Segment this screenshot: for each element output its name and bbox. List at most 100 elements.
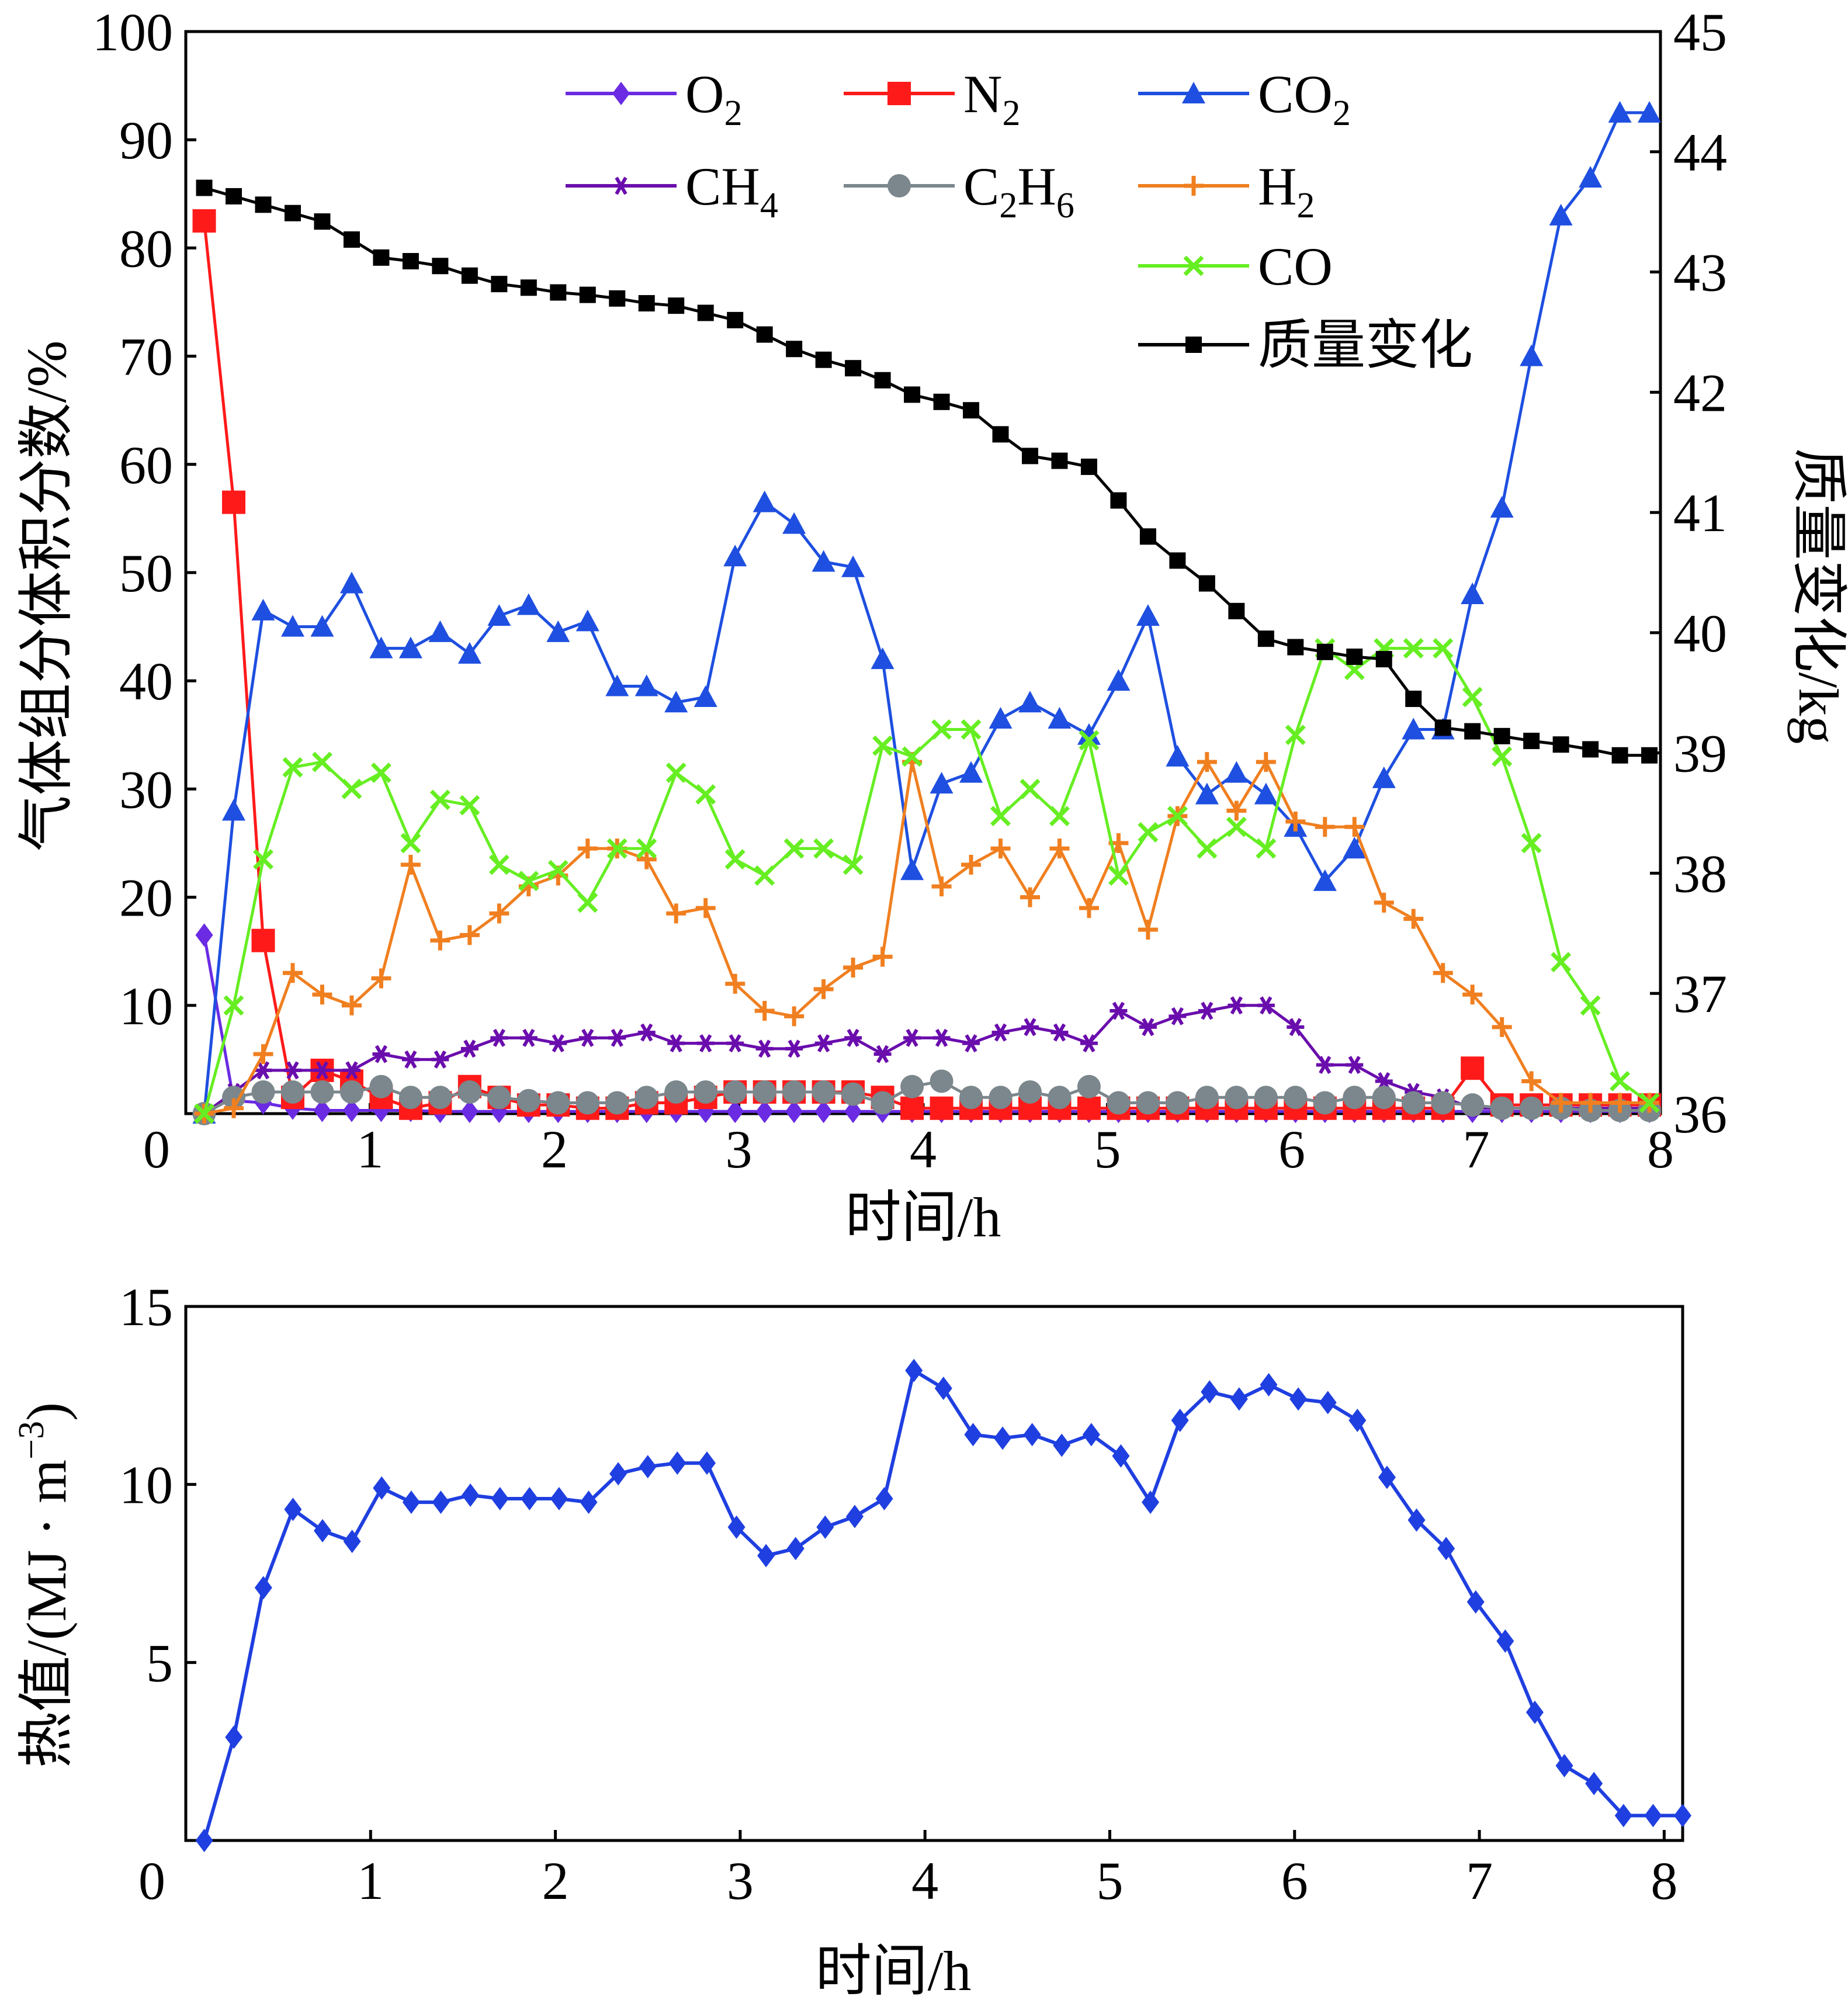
y2-tick-label: 39 — [1673, 724, 1727, 784]
data-point — [222, 490, 246, 514]
data-point — [961, 855, 982, 875]
data-point — [1378, 1465, 1396, 1489]
data-point — [961, 719, 982, 740]
data-point — [254, 1576, 272, 1600]
series-2 — [192, 100, 1662, 1124]
x-tick-label: 7 — [1463, 1119, 1490, 1179]
data-point — [1521, 1071, 1542, 1091]
data-point — [695, 784, 716, 805]
legend-item: 质量变化 — [1138, 316, 1473, 375]
data-point — [1437, 1537, 1455, 1561]
data-point — [1171, 1408, 1189, 1432]
data-point — [339, 571, 363, 594]
data-point — [931, 719, 952, 740]
data-point — [1551, 1093, 1571, 1113]
data-point — [547, 859, 568, 881]
data-point — [753, 490, 776, 512]
legend-label: CO — [1258, 237, 1333, 296]
data-point — [343, 231, 360, 248]
data-point — [1018, 1080, 1042, 1104]
legend-item: C2H6 — [844, 157, 1074, 226]
x-tick-label: 0 — [143, 1119, 170, 1179]
data-point — [312, 985, 332, 1005]
data-point — [1225, 1086, 1249, 1110]
data-point — [636, 849, 657, 869]
y-tick-label: 80 — [119, 219, 173, 278]
data-point — [1256, 838, 1277, 859]
series-line — [203, 647, 1651, 1114]
data-point — [990, 838, 1011, 859]
data-point — [1346, 649, 1363, 665]
data-point — [812, 1080, 835, 1104]
data-point — [519, 1028, 538, 1047]
y2-tick-label: 45 — [1673, 2, 1727, 62]
data-point — [872, 947, 893, 967]
data-point — [546, 620, 570, 642]
data-point — [1108, 865, 1129, 886]
data-point — [1348, 1408, 1367, 1432]
data-point — [1638, 100, 1662, 123]
series-line — [202, 1368, 1683, 1841]
data-point — [313, 1061, 331, 1080]
heating-value-chart: 0 1 2 3 4 5 6 7 8 5 10 15 时间/h 热值/(MJ · m−3) — [12, 1277, 1691, 2002]
legend-item: CO — [1138, 237, 1333, 296]
data-point — [1048, 707, 1072, 729]
data-point — [280, 615, 304, 637]
data-point — [1611, 747, 1628, 764]
data-point — [1230, 1387, 1248, 1411]
data-point — [1049, 806, 1070, 827]
data-point — [1641, 747, 1658, 764]
data-point — [1319, 1391, 1337, 1415]
y2-tick-label: 43 — [1673, 243, 1727, 303]
data-point — [251, 1080, 275, 1104]
data-point — [369, 636, 393, 658]
legend-label: 质量变化 — [1258, 316, 1473, 375]
data-point — [783, 838, 805, 859]
data-point — [934, 1377, 952, 1401]
data-point — [1344, 817, 1365, 837]
data-point — [222, 1086, 246, 1110]
plot-frame — [184, 1305, 1684, 1842]
data-point — [491, 276, 508, 293]
data-point — [1225, 761, 1249, 783]
y2-axis-title: 质量变化/kg — [1787, 448, 1848, 744]
data-point — [723, 1080, 747, 1104]
data-point — [369, 1074, 393, 1098]
data-point — [638, 295, 655, 312]
data-point — [1315, 817, 1335, 837]
y2-tick-label: 40 — [1673, 604, 1727, 663]
data-point — [1021, 448, 1038, 464]
x-tick-label: 3 — [726, 1119, 753, 1179]
data-point — [487, 604, 511, 626]
data-point — [575, 1091, 599, 1115]
legend-marker — [1184, 176, 1204, 196]
data-point — [1492, 746, 1513, 767]
data-point — [786, 341, 803, 358]
data-point — [636, 838, 657, 859]
data-point — [1201, 1380, 1219, 1404]
data-point — [459, 925, 480, 945]
data-point — [1639, 1093, 1660, 1113]
x-tick-label: 3 — [727, 1851, 754, 1911]
data-point — [580, 1490, 598, 1514]
data-point — [577, 892, 598, 913]
data-point — [875, 1487, 893, 1511]
legend-item: CO2 — [1138, 64, 1351, 133]
data-point — [310, 1080, 334, 1104]
data-point — [1287, 639, 1304, 656]
x-tick-label: 4 — [911, 1851, 938, 1911]
data-point — [400, 855, 421, 875]
data-point — [1466, 1590, 1485, 1614]
data-point — [994, 1426, 1012, 1450]
data-point — [723, 545, 747, 567]
data-point — [696, 1034, 715, 1053]
data-point — [635, 1086, 658, 1110]
data-point — [224, 1098, 244, 1118]
data-point — [1107, 669, 1131, 691]
data-point — [516, 1089, 540, 1112]
data-point — [1287, 1018, 1305, 1037]
data-point — [930, 1069, 954, 1093]
legend-item: O2 — [566, 64, 742, 133]
data-point — [694, 1080, 717, 1104]
data-point — [813, 838, 834, 859]
